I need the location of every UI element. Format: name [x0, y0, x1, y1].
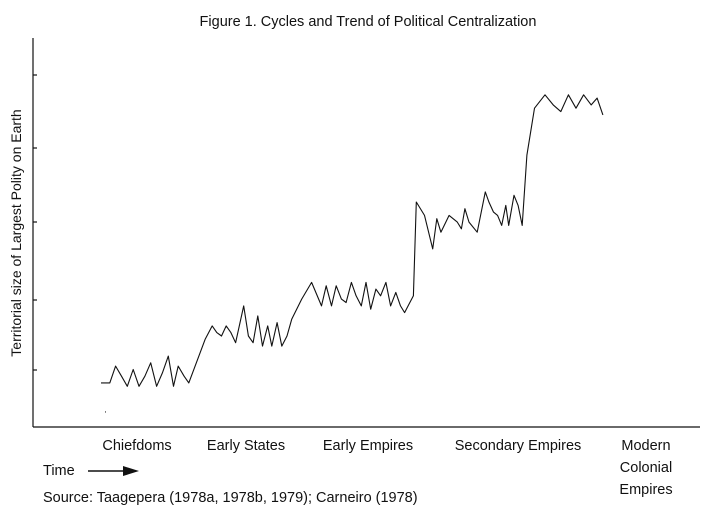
y-axis-label: Territorial size of Largest Polity on Ea…	[8, 109, 24, 356]
y-axis-tick-marks	[33, 74, 37, 371]
chart-title: Figure 1. Cycles and Trend of Political …	[200, 14, 537, 30]
chart-annotation: ·	[104, 407, 107, 418]
x-category-label: Secondary Empires	[455, 438, 582, 454]
x-category-label-line: Early Empires	[323, 438, 413, 454]
x-category-label: Chiefdoms	[102, 438, 171, 454]
x-category-label: Early States	[207, 438, 285, 454]
x-category-label-line: Secondary Empires	[455, 438, 582, 454]
x-category-label-line: Empires	[619, 482, 672, 498]
x-category-label: Early Empires	[323, 438, 413, 454]
x-axis-category-labels: Chiefdoms Early States Early Empires Second…	[102, 438, 672, 498]
x-category-label-line: Early States	[207, 438, 285, 454]
source-note: Source: Taagepera (1978a, 1978b, 1979); …	[43, 490, 418, 506]
chart-annotations: ·	[104, 407, 107, 418]
x-category-label-line: Colonial	[620, 460, 672, 476]
x-category-label-line: Chiefdoms	[102, 438, 171, 454]
x-axis-label: Time	[43, 463, 75, 479]
series-line	[101, 94, 604, 387]
x-category-label-line: Modern	[621, 438, 670, 454]
x-category-label: Modern Colonial Empires	[619, 438, 672, 498]
time-arrow-head-icon	[123, 466, 139, 476]
